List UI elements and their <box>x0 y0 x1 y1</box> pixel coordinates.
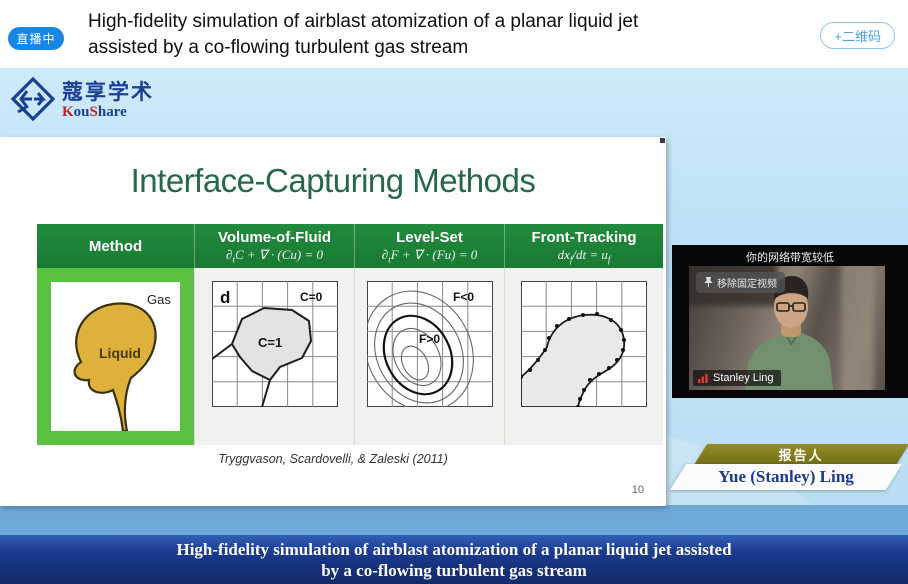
column-label: Method <box>88 237 143 255</box>
pin-icon <box>704 277 713 287</box>
brand-text: 蔻享学术 KouShare <box>62 76 154 121</box>
main-area: 蔻享学术 KouShare Interface-Capturing Method… <box>0 68 908 535</box>
levelset-grid-diagram: F<0 F>0 <box>366 281 493 407</box>
fronttracking-equation: dxf/dt = uf <box>557 247 611 265</box>
front-marker-points <box>521 312 626 407</box>
footer-title-line2: by a co-flowing turbulent gas stream <box>321 561 587 580</box>
col-header-method: Method <box>37 224 194 268</box>
cell-levelset-diagram: F<0 F>0 <box>354 268 504 445</box>
koushare-logo-icon <box>10 76 56 122</box>
column-label: Front-Tracking <box>531 229 637 246</box>
column-label: Level-Set <box>396 229 463 246</box>
footer-title-line1: High-fidelity simulation of airblast ato… <box>176 540 732 559</box>
table-body-row: Gas Liquid d C=0 C=1 <box>37 268 663 445</box>
cell-vof-diagram: d C=0 C=1 <box>194 268 354 445</box>
gas-liquid-diagram: Gas Liquid <box>51 282 180 431</box>
speaker-name-tag: Stanley Ling <box>693 370 781 386</box>
koushare-brand: 蔻享学术 KouShare <box>10 76 154 122</box>
brand-letter: S <box>89 104 98 120</box>
col-header-level-set: Level-Set ∂tF + ∇ · (Fu) = 0 <box>354 224 504 268</box>
vof-grid-diagram: d C=0 C=1 <box>211 281 338 407</box>
methods-table: Method Volume-of-Fluid ∂tC + ∇ · (Cu) = … <box>37 224 663 445</box>
live-status-badge: 直播中 <box>8 27 64 50</box>
brand-letter: K <box>62 104 74 120</box>
qr-code-button[interactable]: +二维码 <box>820 22 895 49</box>
speaker-video: 移除固定视频 Stanley Ling <box>689 266 885 390</box>
unpin-video-button[interactable]: 移除固定视频 <box>696 272 785 293</box>
bandwidth-warning: 你的网络带宽较低 <box>746 252 834 264</box>
vof-outside-label: C=0 <box>300 290 323 304</box>
speaker-name: Stanley Ling <box>713 372 774 384</box>
glasses-icon <box>776 302 806 312</box>
fronttracking-grid-diagram <box>521 281 647 407</box>
unpin-video-label: 移除固定视频 <box>717 279 777 290</box>
slide-resize-handle[interactable] <box>660 138 665 143</box>
stream-title-line1: High-fidelity simulation of airblast ato… <box>88 11 639 32</box>
speaker-video-panel: 你的网络带宽较低 <box>672 245 908 398</box>
column-label: Volume-of-Fluid <box>217 229 332 246</box>
brand-letter: ou <box>73 104 90 120</box>
brand-letter: hare <box>97 104 127 120</box>
poor-connection-icon <box>698 374 708 383</box>
liquid-label: Liquid <box>99 345 141 361</box>
vof-equation: ∂tC + ∇ · (Cu) = 0 <box>226 247 323 265</box>
header-bar: 直播中 High-fidelity simulation of airblast… <box>0 0 908 68</box>
col-header-front-tracking: Front-Tracking dxf/dt = uf <box>504 224 663 268</box>
levelset-outside-label: F<0 <box>453 290 474 304</box>
footer-title-bar: High-fidelity simulation of airblast ato… <box>0 535 908 584</box>
background-strip <box>0 505 908 535</box>
brand-name-cn: 蔻享学术 <box>62 81 154 104</box>
table-header-row: Method Volume-of-Fluid ∂tC + ∇ · (Cu) = … <box>37 224 663 268</box>
vof-corner-label: d <box>220 288 230 307</box>
vof-inside-label: C=1 <box>258 335 282 350</box>
col-header-volume-of-fluid: Volume-of-Fluid ∂tC + ∇ · (Cu) = 0 <box>194 224 354 268</box>
slide-page-number: 10 <box>631 484 644 496</box>
cell-method-diagram: Gas Liquid <box>37 268 194 445</box>
brand-name-en: KouShare <box>62 104 154 121</box>
gas-label: Gas <box>147 292 171 307</box>
levelset-inside-label: F>0 <box>419 332 440 346</box>
stream-title: High-fidelity simulation of airblast ato… <box>88 9 798 61</box>
presenter-name-banner: Yue (Stanley) Ling <box>669 464 903 490</box>
presentation-slide: Interface-Capturing Methods Method Volum… <box>0 137 666 506</box>
levelset-equation: ∂tF + ∇ · (Fu) = 0 <box>381 247 478 265</box>
stream-title-line2: assisted by a co-flowing turbulent gas s… <box>88 37 469 58</box>
slide-title: Interface-Capturing Methods <box>130 162 536 199</box>
slide-citation: Tryggvason, Scardovelli, & Zaleski (2011… <box>218 452 448 466</box>
presenter-name: Yue (Stanley) Ling <box>718 467 854 486</box>
cell-fronttracking-diagram <box>504 268 663 445</box>
